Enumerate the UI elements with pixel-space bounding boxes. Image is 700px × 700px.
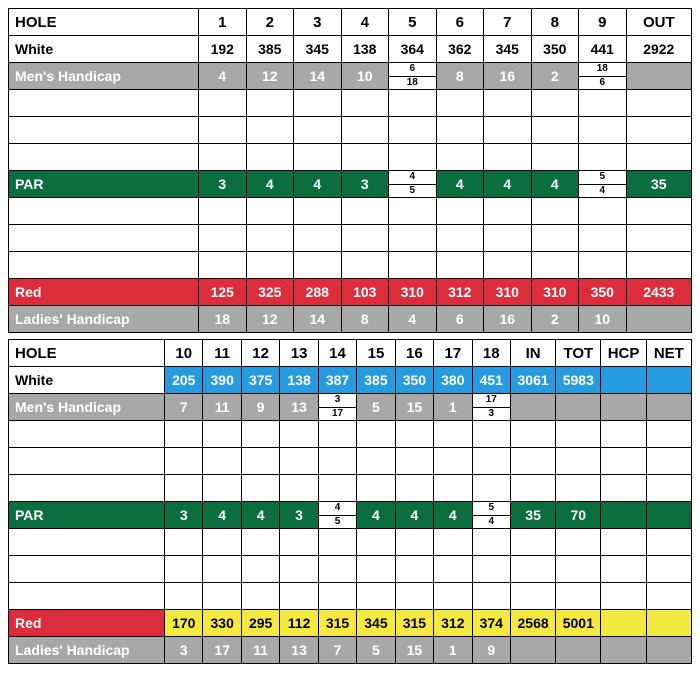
- par-1: 3: [199, 171, 247, 198]
- ladies-hcp-4: 8: [341, 306, 389, 333]
- ladies-handicap-row: Ladies' Handicap18121484616210: [9, 306, 692, 333]
- mens-hcp-7: 16: [484, 63, 532, 90]
- out-label: OUT: [626, 9, 691, 36]
- red-2: 325: [246, 279, 294, 306]
- blank-row: [9, 90, 692, 117]
- mens-hcp-5: 618: [389, 63, 437, 90]
- red-3: 288: [294, 279, 342, 306]
- red-4: 103: [341, 279, 389, 306]
- blank-row: [9, 144, 692, 171]
- mens-hcp-out: [626, 63, 691, 90]
- ladies-hcp-9: 10: [579, 306, 627, 333]
- white-7: 345: [484, 36, 532, 63]
- scorecard-back-nine: HOLE101112131415161718INTOTHCPNETWhite20…: [8, 339, 692, 664]
- ladies-hcp-5: 4: [389, 306, 437, 333]
- scorecard-front-nine: HOLE123456789OUTWhite1923853451383643623…: [8, 8, 692, 333]
- mens-hcp-9: 186: [579, 63, 627, 90]
- red-yardage-row: Red17033029511231534531531237425685001: [9, 610, 692, 637]
- ladies-hcp-6: 6: [436, 306, 484, 333]
- par-7: 4: [484, 171, 532, 198]
- white-4: 138: [341, 36, 389, 63]
- ladies-hcp-8: 2: [531, 306, 579, 333]
- ladies-hcp-1: 18: [199, 306, 247, 333]
- par-8: 4: [531, 171, 579, 198]
- ladies-hcp-3: 14: [294, 306, 342, 333]
- blank-row: [9, 529, 692, 556]
- white-yardage-row: White1923853451383643623453504412922: [9, 36, 692, 63]
- mens-hcp-8: 2: [531, 63, 579, 90]
- par-row: PAR3443454445435: [9, 171, 692, 198]
- par-4: 3: [341, 171, 389, 198]
- blank-row: [9, 421, 692, 448]
- mens-hcp-6: 8: [436, 63, 484, 90]
- ladies-hcp-2: 12: [246, 306, 294, 333]
- white-1: 192: [199, 36, 247, 63]
- hole-row: HOLE123456789OUT: [9, 9, 692, 36]
- red-1: 125: [199, 279, 247, 306]
- white-2: 385: [246, 36, 294, 63]
- white-9: 441: [579, 36, 627, 63]
- ladies-hcp-7: 16: [484, 306, 532, 333]
- white-3: 345: [294, 36, 342, 63]
- hole-1: 1: [199, 9, 247, 36]
- hole-2: 2: [246, 9, 294, 36]
- hole-8: 8: [531, 9, 579, 36]
- blank-row: [9, 556, 692, 583]
- white-label: White: [9, 36, 199, 63]
- par-out: 35: [626, 171, 691, 198]
- hole-row: HOLE101112131415161718INTOTHCPNET: [9, 340, 692, 367]
- white-out: 2922: [626, 36, 691, 63]
- hole-7: 7: [484, 9, 532, 36]
- white-6: 362: [436, 36, 484, 63]
- red-9: 350: [579, 279, 627, 306]
- mens-hcp-2: 12: [246, 63, 294, 90]
- blank-row: [9, 225, 692, 252]
- mens-hcp-3: 14: [294, 63, 342, 90]
- mens-handicap-row: Men's Handicap7119133175151173: [9, 394, 692, 421]
- red-yardage-row: Red1253252881033103123103103502433: [9, 279, 692, 306]
- red-out: 2433: [626, 279, 691, 306]
- red-7: 310: [484, 279, 532, 306]
- blank-row: [9, 448, 692, 475]
- red-8: 310: [531, 279, 579, 306]
- mens-hcp-4: 10: [341, 63, 389, 90]
- hole-9: 9: [579, 9, 627, 36]
- mens-hcp-1: 4: [199, 63, 247, 90]
- blank-row: [9, 198, 692, 225]
- ladies-handicap-row: Ladies' Handicap3171113751519: [9, 637, 692, 664]
- white-yardage-row: White20539037513838738535038045130615983: [9, 367, 692, 394]
- red-6: 312: [436, 279, 484, 306]
- par-2: 4: [246, 171, 294, 198]
- hole-6: 6: [436, 9, 484, 36]
- par-row: PAR344345444543570: [9, 502, 692, 529]
- mens-handicap-row: Men's Handicap41214106188162186: [9, 63, 692, 90]
- mens-hcp-label: Men's Handicap: [9, 63, 199, 90]
- hole-3: 3: [294, 9, 342, 36]
- blank-row: [9, 475, 692, 502]
- par-3: 4: [294, 171, 342, 198]
- blank-row: [9, 252, 692, 279]
- par-5: 45: [389, 171, 437, 198]
- ladies-hcp-out: [626, 306, 691, 333]
- white-5: 364: [389, 36, 437, 63]
- hole-4: 4: [341, 9, 389, 36]
- par-9: 54: [579, 171, 627, 198]
- red-5: 310: [389, 279, 437, 306]
- hole-label: HOLE: [9, 9, 199, 36]
- blank-row: [9, 583, 692, 610]
- red-label: Red: [9, 279, 199, 306]
- white-8: 350: [531, 36, 579, 63]
- ladies-hcp-label: Ladies' Handicap: [9, 306, 199, 333]
- hole-5: 5: [389, 9, 437, 36]
- blank-row: [9, 117, 692, 144]
- par-label: PAR: [9, 171, 199, 198]
- par-6: 4: [436, 171, 484, 198]
